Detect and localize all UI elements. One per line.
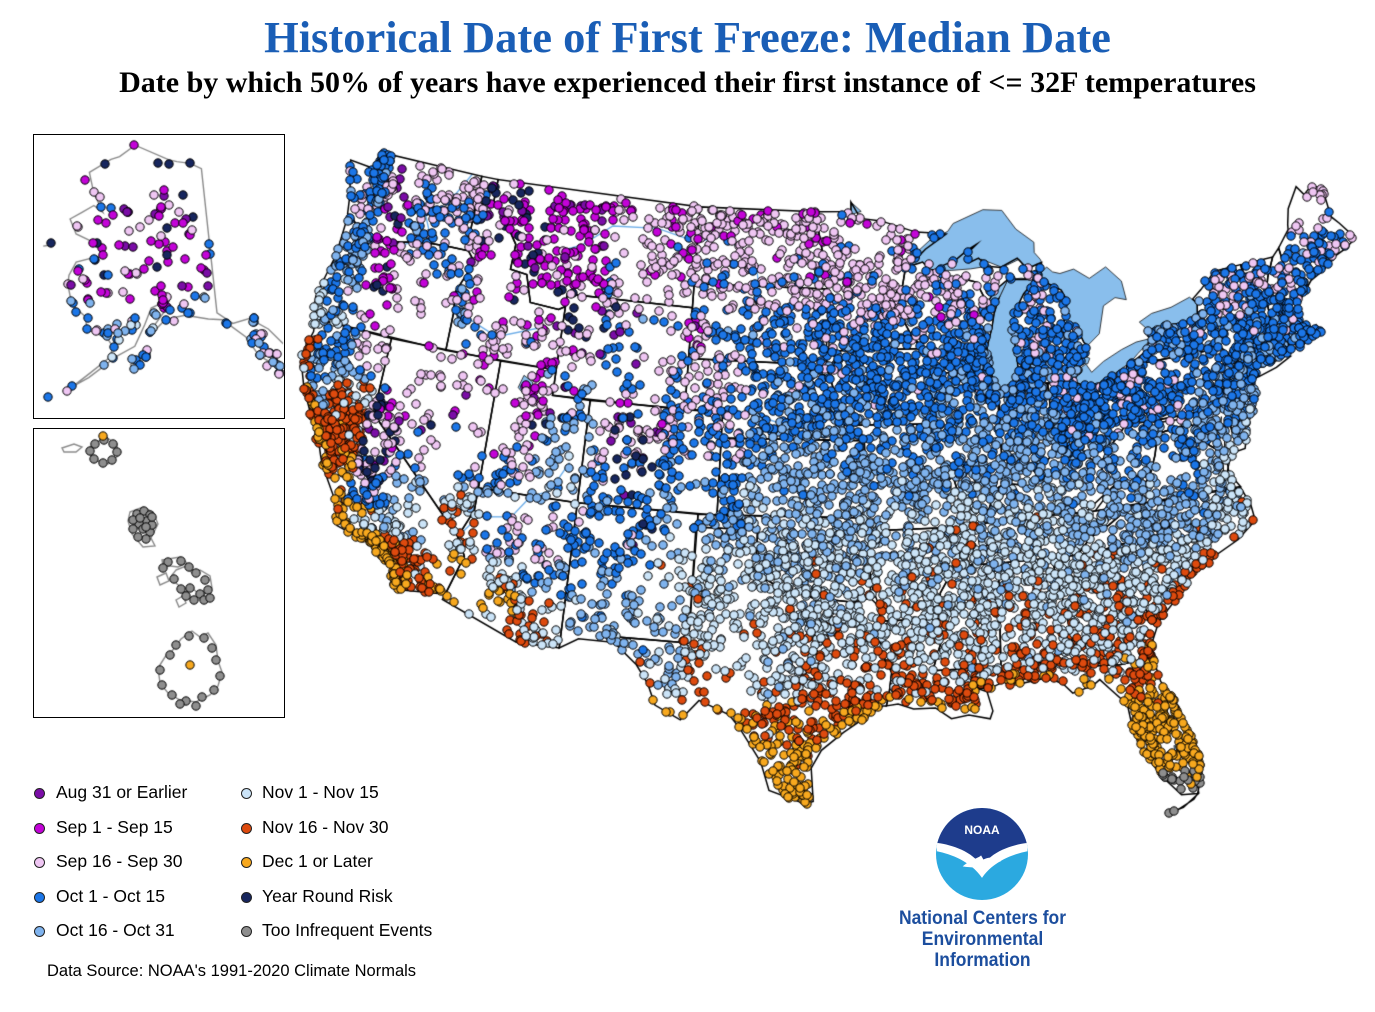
svg-text:NOAA: NOAA: [964, 823, 1000, 837]
